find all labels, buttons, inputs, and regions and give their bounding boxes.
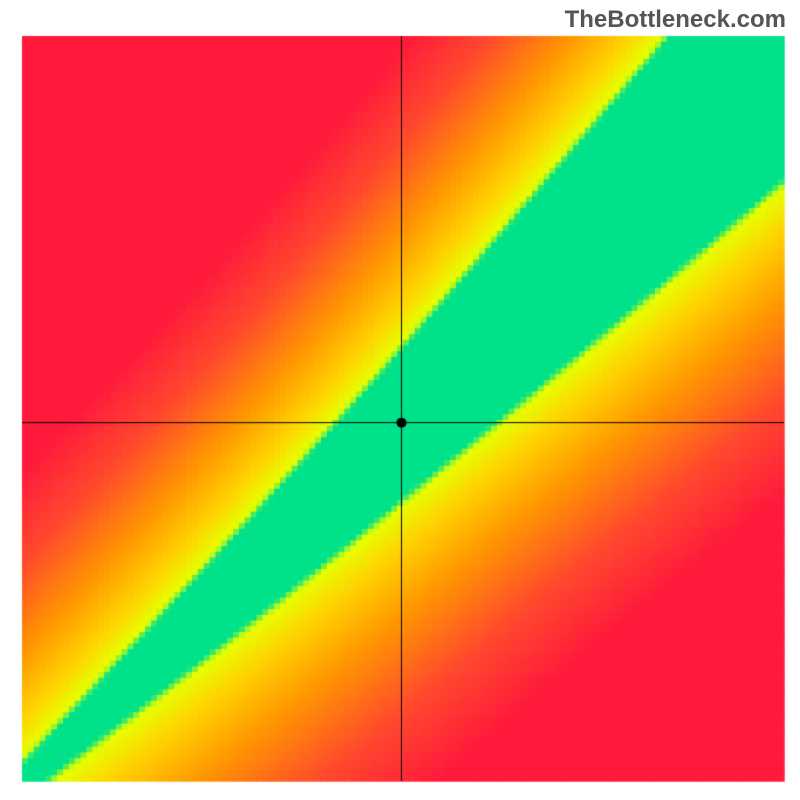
bottleneck-heatmap xyxy=(0,0,800,800)
chart-container: TheBottleneck.com xyxy=(0,0,800,800)
watermark-text: TheBottleneck.com xyxy=(565,6,786,34)
